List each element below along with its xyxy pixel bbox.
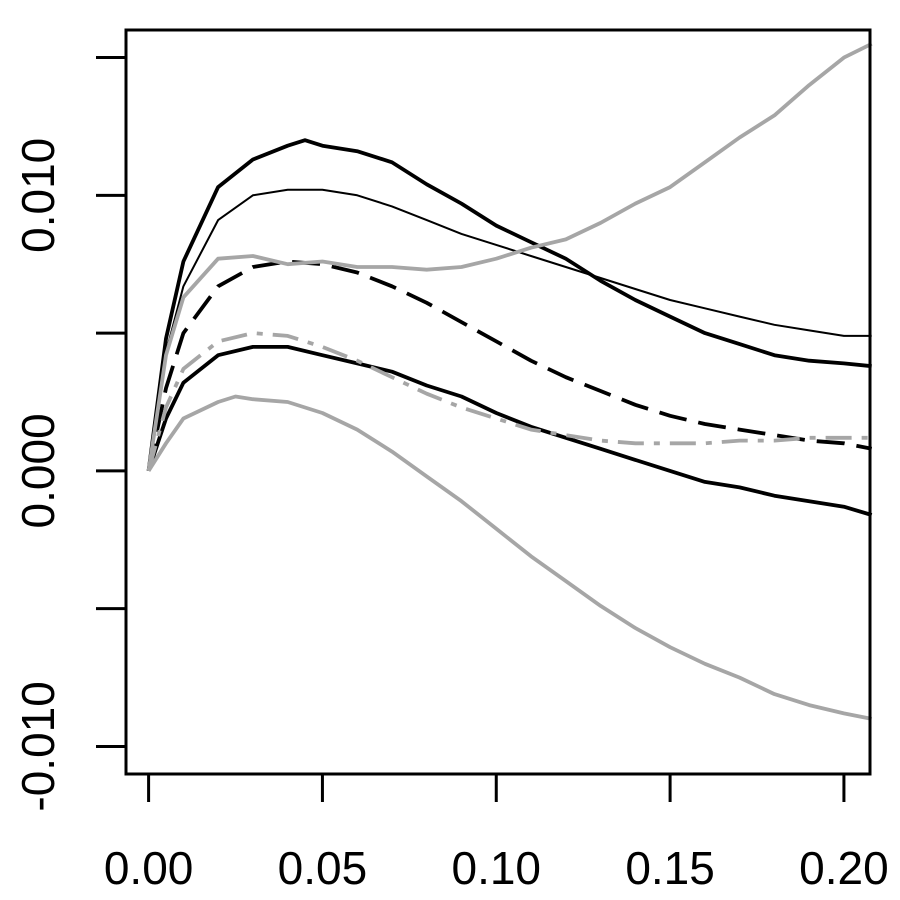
series-line-7: [146, 394, 873, 721]
plot-frame: [124, 28, 872, 776]
y-tick-label: -0.010: [12, 681, 64, 811]
y-axis: -0.010 0.000 0.010: [12, 56, 126, 812]
x-tick-label: 0.00: [104, 842, 194, 894]
series-line-3: [146, 259, 873, 472]
series-line-4: [146, 344, 873, 517]
series-line-5: [146, 331, 872, 472]
x-axis: 0.00 0.05 0.10 0.15 0.20: [104, 774, 889, 894]
series-line-1: [147, 188, 872, 472]
x-tick-label: 0.20: [799, 842, 889, 894]
y-tick-label: 0.010: [12, 138, 64, 253]
series-line-6: [146, 42, 873, 472]
series-layer: [146, 42, 873, 721]
x-tick-label: 0.15: [625, 842, 715, 894]
x-tick-label: 0.05: [278, 842, 368, 894]
y-tick-label: 0.000: [12, 413, 64, 528]
series-line-2: [146, 138, 872, 472]
x-tick-label: 0.10: [451, 842, 541, 894]
